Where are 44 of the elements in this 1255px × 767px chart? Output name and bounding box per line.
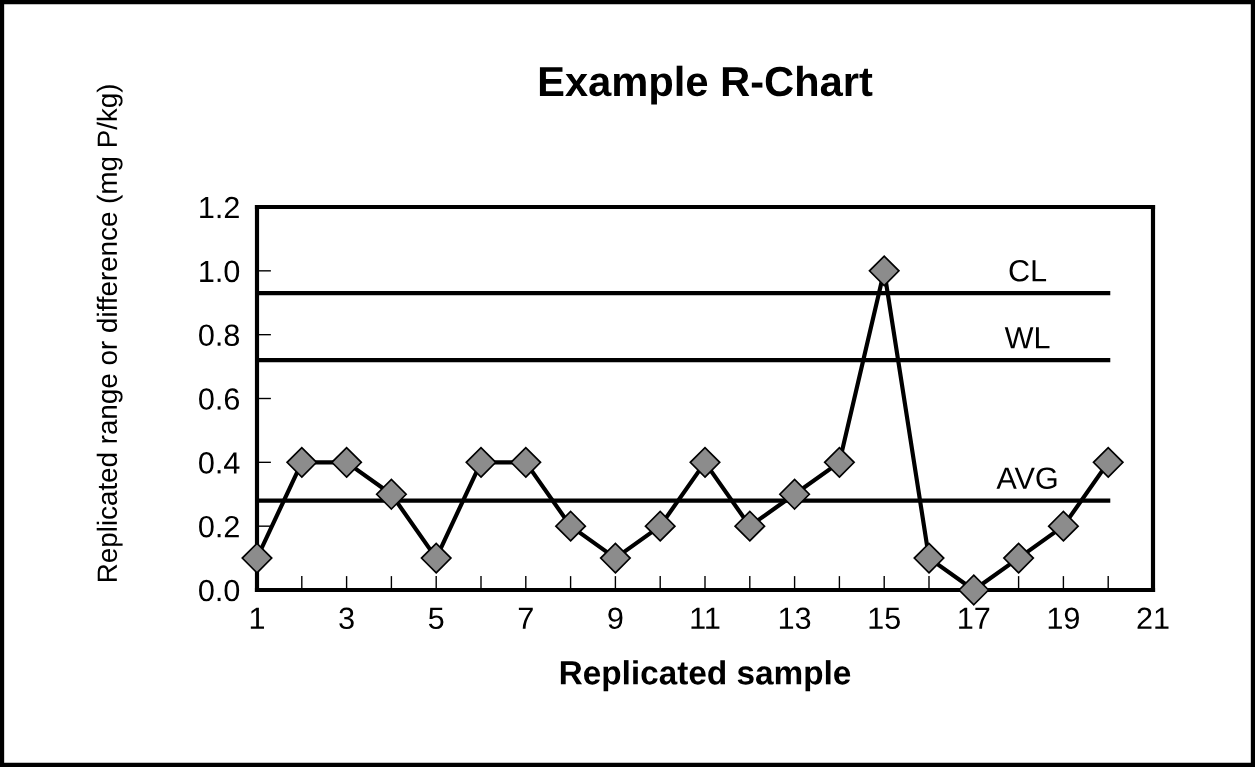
x-tick-label: 11 [691, 607, 720, 629]
point [913, 542, 945, 574]
ref-line-label: CL [1009, 259, 1047, 282]
point [510, 446, 542, 478]
point [644, 510, 676, 542]
point [868, 255, 900, 287]
point [375, 478, 407, 510]
point [823, 446, 855, 478]
x-axis-title: Replicated sample [560, 660, 851, 692]
point [734, 510, 766, 542]
ref-line-label: WL [1004, 327, 1050, 349]
point [465, 446, 497, 478]
y-tick-label: 1.2 [200, 196, 239, 219]
point [1092, 446, 1124, 478]
ref-line-label: AVG [996, 467, 1057, 490]
x-tick-label: 21 [1137, 607, 1169, 629]
x-tick-label: 1 [250, 607, 265, 629]
y-tick-label: 0.8 [199, 324, 240, 347]
x-tick-label: 13 [779, 607, 811, 630]
point [420, 542, 452, 574]
point [599, 542, 631, 574]
x-tick-label: 7 [518, 607, 533, 629]
y-tick-label: 0.2 [199, 515, 239, 538]
point [689, 446, 721, 478]
x-tick-label: 15 [869, 607, 900, 630]
x-tick-label: 17 [959, 607, 990, 629]
point [241, 542, 273, 574]
point [1003, 542, 1035, 574]
point [1047, 510, 1079, 542]
y-tick-label: 0.6 [199, 388, 239, 410]
y-tick-label: 1.0 [200, 260, 240, 283]
y-tick-label: 0.0 [199, 579, 240, 602]
x-tick-label: 19 [1048, 607, 1079, 630]
chart-title: Example R-Chart [539, 65, 873, 105]
y-tick-label: 0.4 [199, 452, 240, 474]
point [779, 478, 811, 510]
y-axis-title: Replicated range or difference (mg P/kg) [96, 85, 123, 581]
x-tick-label: 9 [608, 607, 623, 630]
x-tick-label: 3 [339, 607, 354, 630]
point [286, 446, 318, 478]
point [958, 574, 990, 606]
point [331, 446, 363, 478]
point [555, 510, 587, 542]
x-tick-label: 5 [428, 607, 444, 630]
